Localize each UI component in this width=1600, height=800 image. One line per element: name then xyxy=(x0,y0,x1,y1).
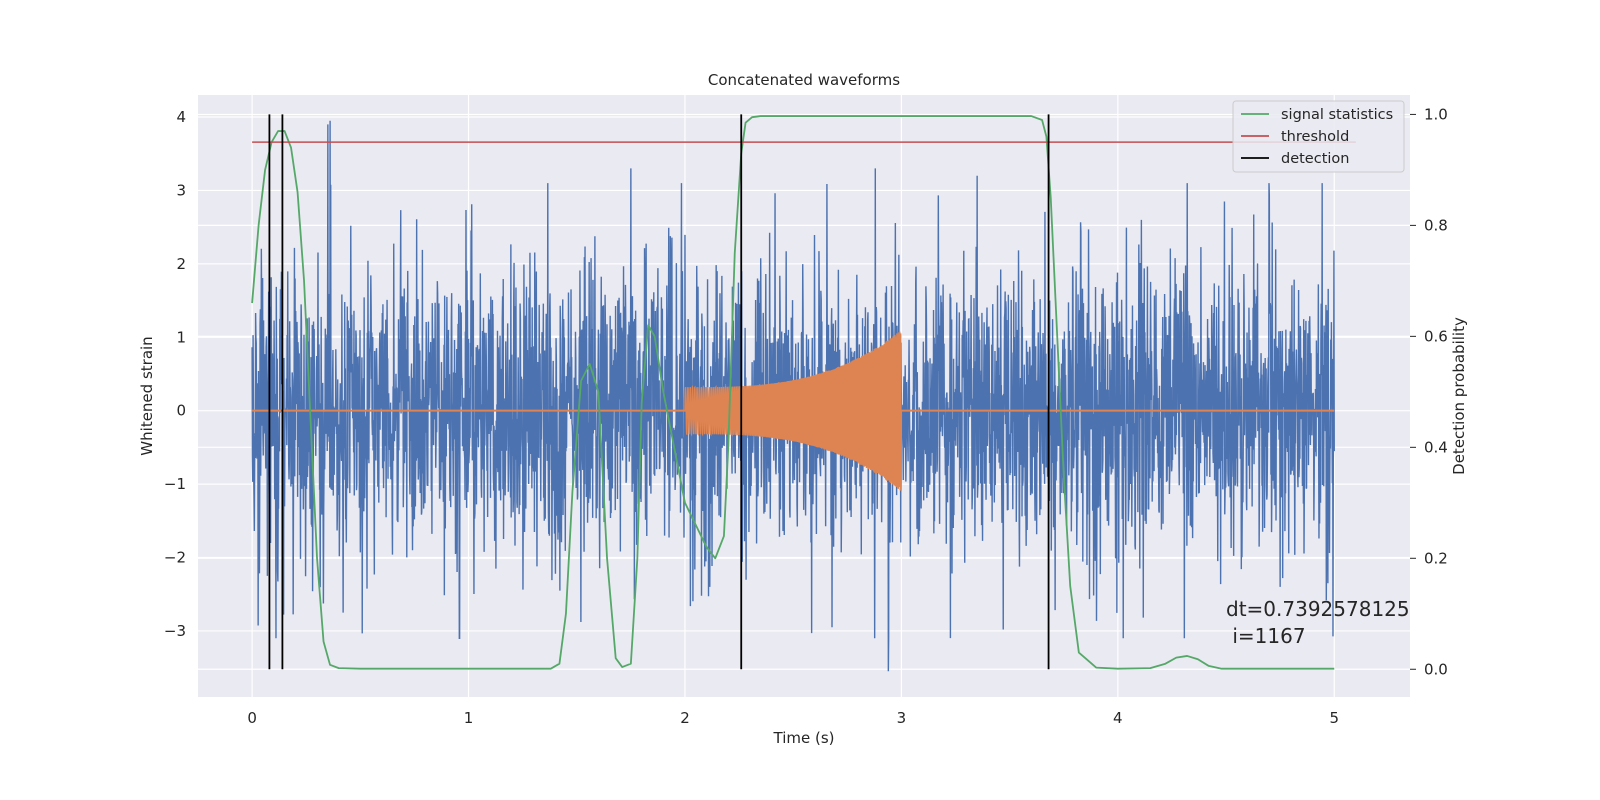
y-tick-label: 2 xyxy=(176,255,186,273)
annotation-index: i=1167 xyxy=(1226,624,1306,648)
y-axis-label: Whitened strain xyxy=(138,336,156,455)
right-y-tick-label: 0.8 xyxy=(1424,216,1448,234)
y-tick-label: 0 xyxy=(176,402,186,420)
y-tick-label: 4 xyxy=(176,108,186,126)
y-tick-label: 3 xyxy=(176,181,186,199)
series-detection xyxy=(268,114,1050,670)
y-tick-label: −1 xyxy=(164,475,186,493)
x-tick-label: 1 xyxy=(464,709,474,727)
x-tick-label: 4 xyxy=(1113,709,1123,727)
right-y-tick-label: 0.2 xyxy=(1424,549,1448,567)
x-tick-label: 0 xyxy=(247,709,257,727)
legend-box xyxy=(1232,100,1405,173)
axis-ticks: 0 1 2 3 4 5 −3 −2 −1 0 1 2 3 4 0.0 0.2 0.4 0.6 0.8 1.0 xyxy=(164,105,1448,727)
legend: signal statistics threshold detection xyxy=(1232,100,1405,173)
right-y-tick-label: 0.6 xyxy=(1424,327,1448,345)
legend-label: signal statistics xyxy=(1281,107,1393,123)
x-axis-label: Time (s) xyxy=(773,729,835,747)
x-tick-label: 2 xyxy=(680,709,690,727)
chirp-trace xyxy=(684,331,903,491)
right-y-tick-label: 1.0 xyxy=(1424,105,1448,123)
series-layer xyxy=(251,114,1356,672)
right-y-tick-label: 0.4 xyxy=(1424,438,1448,456)
y-tick-label: 1 xyxy=(176,328,186,346)
legend-label: threshold xyxy=(1281,129,1349,145)
right-y-tick-label: 0.0 xyxy=(1424,660,1448,678)
x-tick-label: 5 xyxy=(1329,709,1339,727)
probability-curve xyxy=(251,115,1335,670)
y-tick-label: −2 xyxy=(164,549,186,567)
x-tick-label: 3 xyxy=(897,709,907,727)
chart-title: Concatenated waveforms xyxy=(708,71,900,89)
annotation-dt: dt=0.7392578125 xyxy=(1226,597,1410,621)
legend-label: detection xyxy=(1281,151,1349,167)
series-injected-chirp xyxy=(252,331,1335,491)
grid-lines xyxy=(198,95,1410,697)
right-y-axis-label: Detection probability xyxy=(1450,317,1468,475)
y-tick-label: −3 xyxy=(164,622,186,640)
series-signal-statistics xyxy=(251,115,1335,670)
